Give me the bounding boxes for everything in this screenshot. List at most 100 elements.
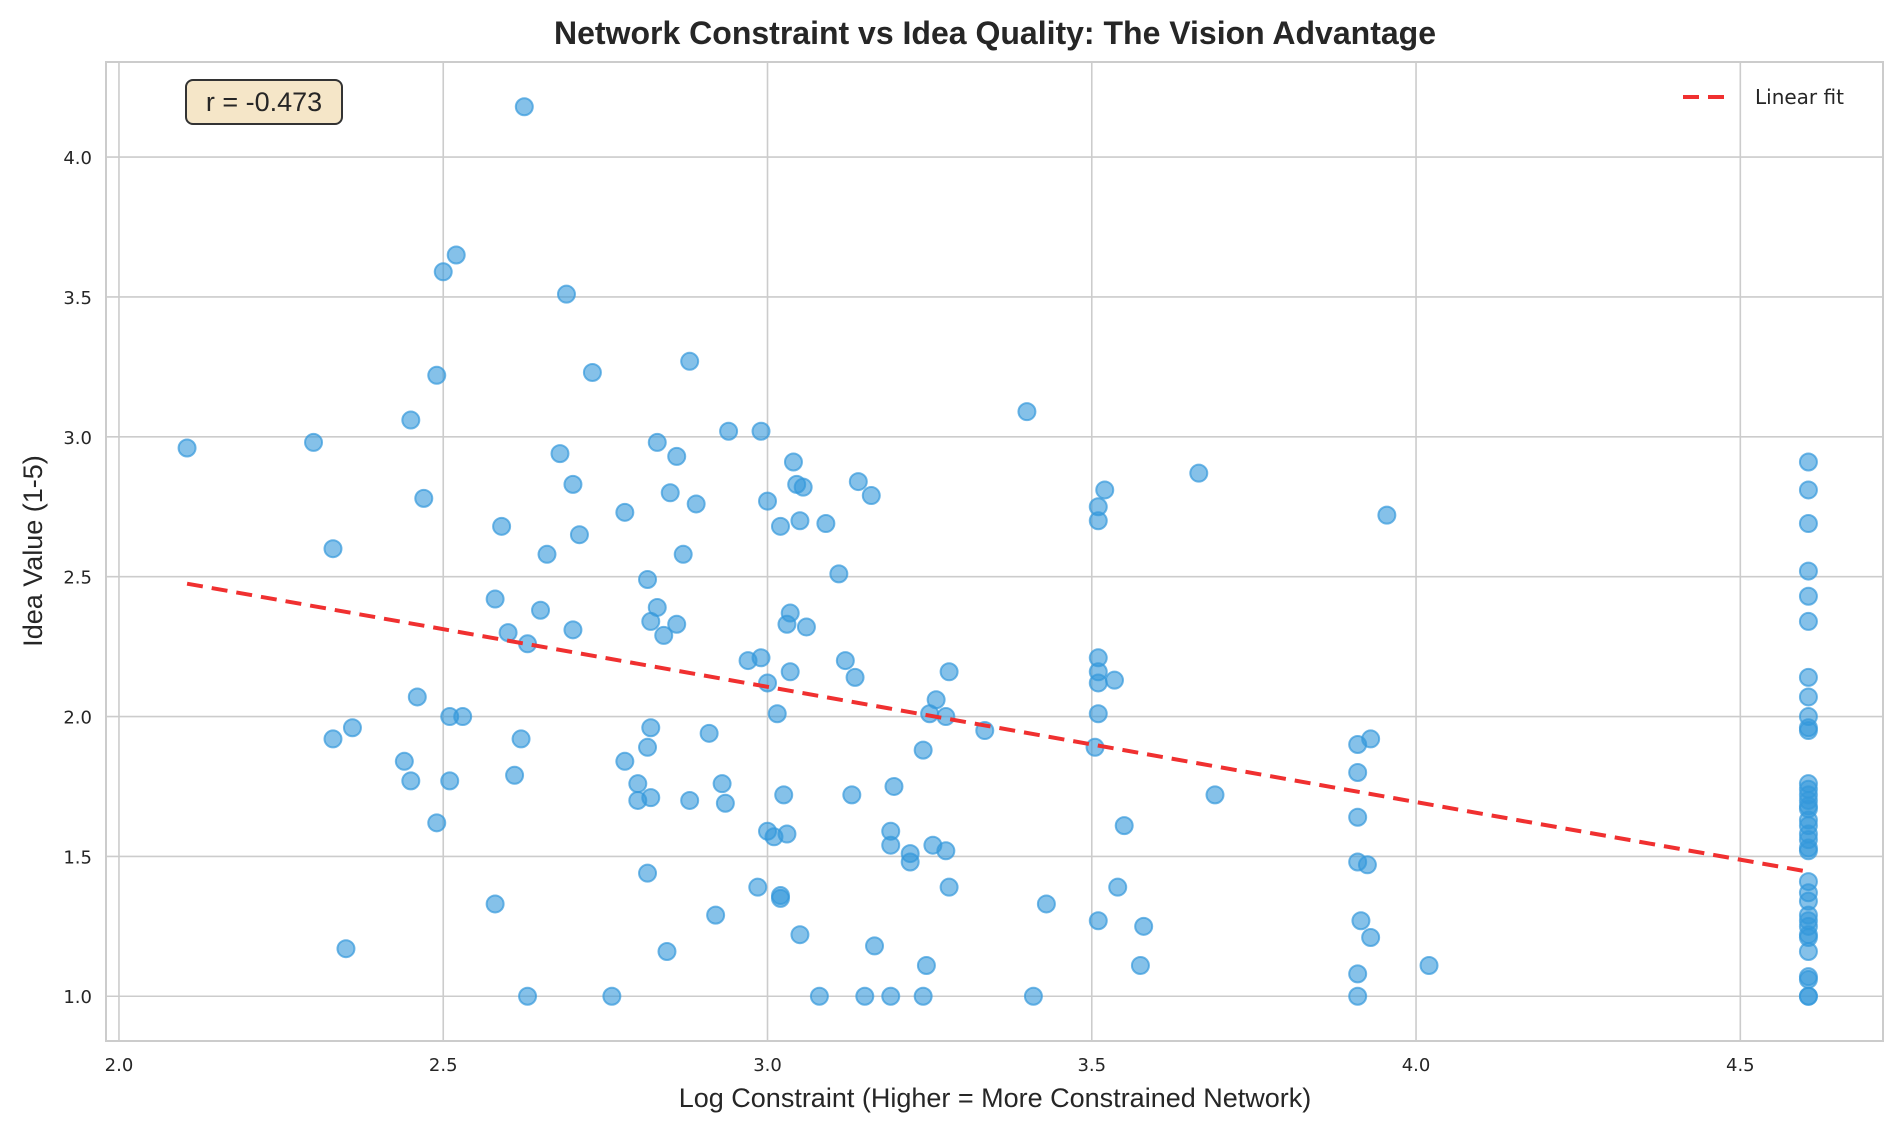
- y-tick-label: 2.0: [63, 708, 92, 729]
- data-point: [1017, 402, 1037, 422]
- data-point: [492, 516, 512, 536]
- data-point: [748, 877, 768, 897]
- data-point: [336, 939, 356, 959]
- data-point: [1134, 916, 1154, 936]
- data-point: [780, 662, 800, 682]
- data-point: [563, 620, 583, 640]
- data-point: [861, 486, 881, 506]
- chart-title: Network Constraint vs Idea Quality: The …: [554, 15, 1436, 51]
- x-tick-label: 3.5: [1077, 1055, 1106, 1076]
- data-point: [401, 410, 421, 430]
- x-axis-label: Log Constraint (Higher = More Constraine…: [679, 1083, 1312, 1113]
- data-point: [881, 835, 901, 855]
- data-point: [790, 925, 810, 945]
- y-axis-label: Idea Value (1-5): [18, 455, 48, 647]
- x-tick-label: 2.0: [105, 1055, 134, 1076]
- data-point: [531, 600, 551, 620]
- data-point: [793, 477, 813, 497]
- data-point: [407, 687, 427, 707]
- correlation-annotation: r = -0.473: [185, 79, 343, 125]
- data-point: [1798, 986, 1818, 1006]
- data-point: [796, 617, 816, 637]
- data-point: [638, 863, 658, 883]
- data-point: [1798, 687, 1818, 707]
- data-point: [712, 774, 732, 794]
- data-point: [719, 421, 739, 441]
- data-point: [556, 284, 576, 304]
- data-point: [845, 667, 865, 687]
- data-point: [829, 564, 849, 584]
- data-point: [498, 623, 518, 643]
- data-point: [842, 785, 862, 805]
- data-point: [641, 718, 661, 738]
- data-point: [1189, 463, 1209, 483]
- data-point: [638, 569, 658, 589]
- data-point: [926, 690, 946, 710]
- data-point: [446, 245, 466, 265]
- data-point: [657, 941, 677, 961]
- data-point: [1377, 505, 1397, 525]
- data-point: [1108, 877, 1128, 897]
- data-point: [900, 852, 920, 872]
- data-point: [1798, 667, 1818, 687]
- data-point: [1114, 816, 1134, 836]
- data-point: [770, 888, 790, 908]
- y-tick-labels: 1.0 1.5 2.0 2.5 3.0 3.5 4.0: [63, 148, 92, 1008]
- data-point: [1348, 986, 1368, 1006]
- data-point: [770, 516, 790, 536]
- data-point: [783, 452, 803, 472]
- data-point: [835, 651, 855, 671]
- data-point: [1348, 807, 1368, 827]
- data-point: [342, 718, 362, 738]
- data-point: [1023, 986, 1043, 1006]
- data-point: [751, 648, 771, 668]
- data-point: [638, 737, 658, 757]
- data-point: [323, 729, 343, 749]
- data-point: [699, 723, 719, 743]
- data-point: [884, 776, 904, 796]
- y-tick-label: 4.0: [63, 148, 92, 169]
- data-point: [1351, 911, 1371, 931]
- x-tick-label: 4.5: [1726, 1055, 1755, 1076]
- data-point: [615, 751, 635, 771]
- data-point: [485, 589, 505, 609]
- data-point: [1088, 673, 1108, 693]
- data-point: [1088, 511, 1108, 531]
- data-point: [1798, 514, 1818, 534]
- data-point: [790, 511, 810, 531]
- x-tick-label: 3.0: [753, 1055, 782, 1076]
- x-tick-labels: 2.0 2.5 3.0 3.5 4.0 4.5: [105, 1055, 1755, 1076]
- data-point: [1361, 729, 1381, 749]
- data-point: [427, 365, 447, 385]
- data-point: [855, 986, 875, 1006]
- data-point: [1348, 762, 1368, 782]
- data-point: [654, 625, 674, 645]
- data-point: [1088, 704, 1108, 724]
- data-point: [1798, 721, 1818, 741]
- data-point: [809, 986, 829, 1006]
- data-point: [440, 771, 460, 791]
- data-point: [647, 432, 667, 452]
- data-point: [1036, 894, 1056, 914]
- data-point: [660, 483, 680, 503]
- data-point: [641, 788, 661, 808]
- data-point: [667, 446, 687, 466]
- data-point: [848, 472, 868, 492]
- data-point: [304, 432, 324, 452]
- data-points: [177, 97, 1818, 1006]
- data-point: [628, 774, 648, 794]
- annotation-box: [185, 79, 343, 125]
- x-tick-label: 4.0: [1402, 1055, 1431, 1076]
- data-point: [758, 491, 778, 511]
- y-tick-label: 3.5: [63, 288, 92, 309]
- y-tick-label: 1.5: [63, 847, 92, 868]
- data-point: [758, 673, 778, 693]
- data-point: [1798, 480, 1818, 500]
- data-point: [518, 986, 538, 1006]
- data-point: [1798, 611, 1818, 631]
- data-point: [514, 97, 534, 117]
- data-point: [427, 813, 447, 833]
- data-point: [1798, 586, 1818, 606]
- data-point: [680, 790, 700, 810]
